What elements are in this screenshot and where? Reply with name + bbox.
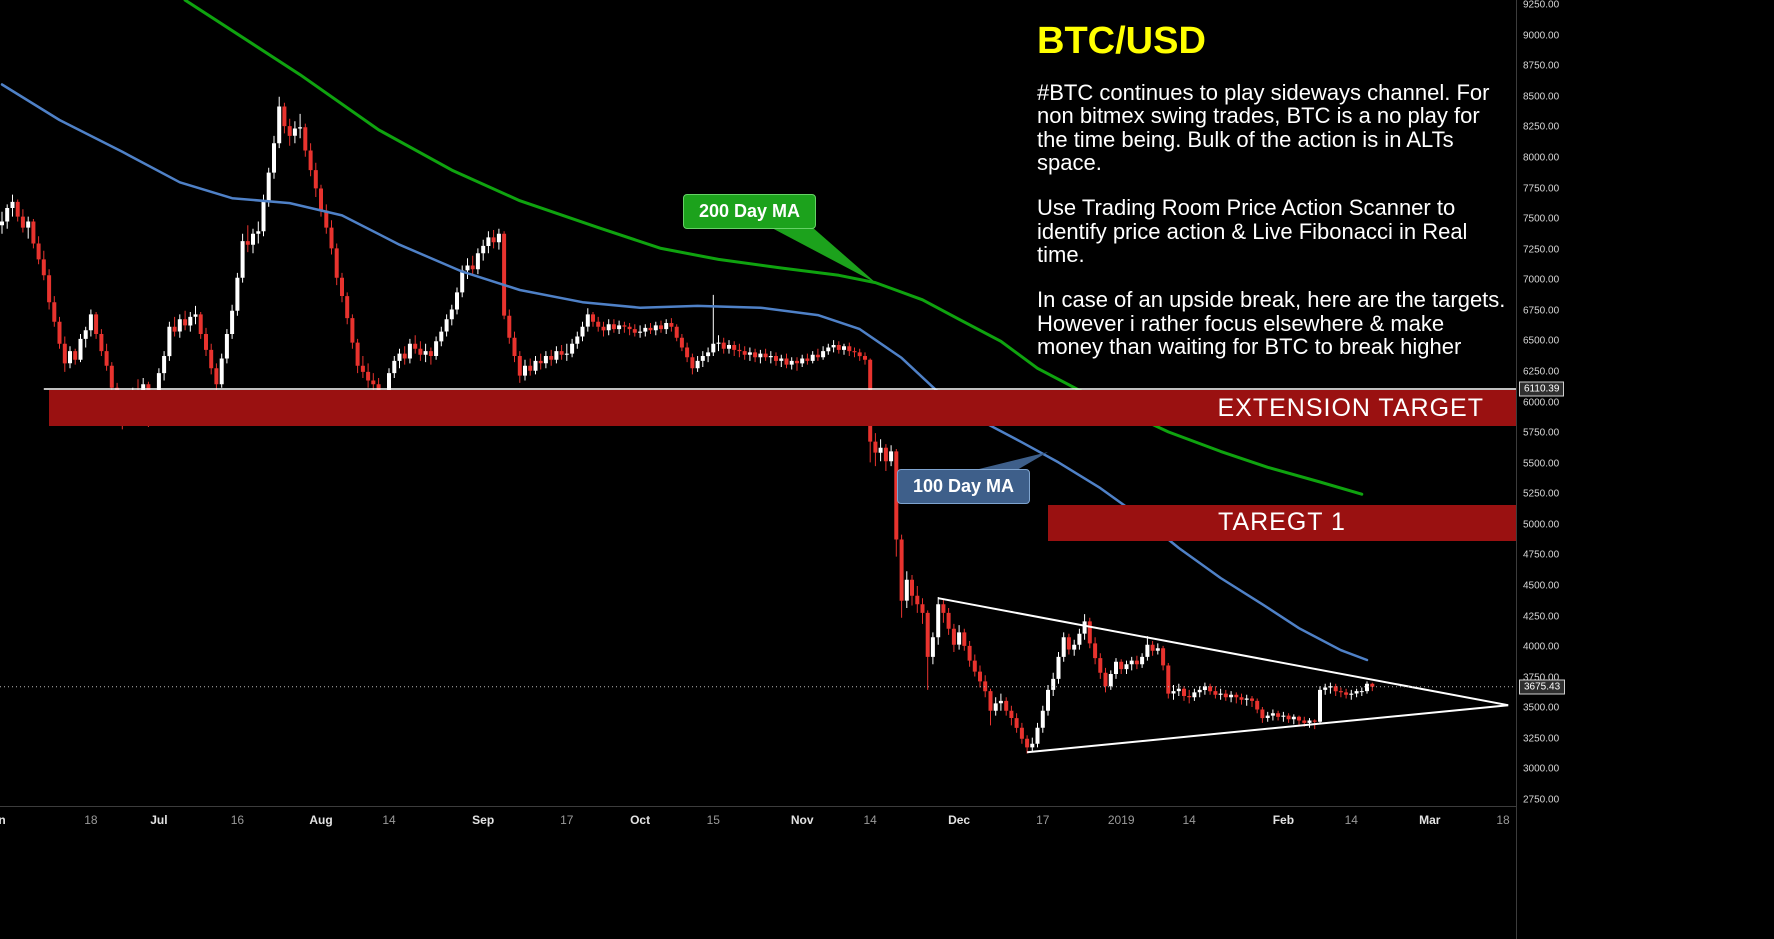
price-tick-label: 5250.00 <box>1523 488 1560 500</box>
time-tick-label: Feb <box>1272 813 1295 827</box>
price-tick-label: 6000.00 <box>1523 397 1560 408</box>
price-tick-label: 6750.00 <box>1523 305 1560 317</box>
price-tick-label: 4750.00 <box>1523 549 1560 561</box>
last-price-tag: 3675.43 <box>1519 679 1566 695</box>
time-tick-label: Sep <box>472 813 495 827</box>
price-tick-label: 9000.00 <box>1523 30 1560 42</box>
commentary-paragraph-2: Use Trading Room Price Action Scanner to… <box>1037 195 1468 267</box>
price-tick-label: 5500.00 <box>1523 458 1560 470</box>
time-tick-label: 14 <box>1182 813 1196 827</box>
price-tick-label: 6500.00 <box>1523 335 1560 347</box>
time-tick-label: 18 <box>84 813 98 827</box>
time-tick-label: n <box>0 813 6 827</box>
target1-label: TAREGT 1 <box>1218 508 1346 537</box>
price-tick-label: 3750.00 <box>1523 672 1560 684</box>
price-tick-label: 4250.00 <box>1523 611 1560 622</box>
price-tick-label: 3000.00 <box>1523 763 1560 775</box>
time-tick-label: 14 <box>863 813 877 827</box>
time-tick-label: Aug <box>309 813 333 827</box>
price-tick-label: 2750.00 <box>1523 794 1560 806</box>
commentary-paragraph-1: #BTC continues to play sideways channel.… <box>1037 80 1490 175</box>
time-tick-label: 15 <box>706 813 720 827</box>
time-tick-label: 18 <box>1496 813 1510 827</box>
time-tick-label: Nov <box>790 813 814 827</box>
price-tick-label: 5750.00 <box>1523 427 1560 439</box>
commentary-paragraph-3: In case of an upside break, here are the… <box>1037 287 1506 359</box>
price-axis[interactable]: 2750.00 3000.00 3250.00 3500.00 3750.00 4000.… <box>1516 0 1774 939</box>
time-tick-label: Dec <box>948 813 971 827</box>
ma200-callout[interactable]: 200 Day MA <box>683 194 817 229</box>
time-tick-label: 17 <box>1036 813 1050 827</box>
resistance-price-tag: 6110.39 <box>1519 381 1565 397</box>
price-tick-label: 8750.00 <box>1523 60 1560 72</box>
time-tick-label: 2019 <box>1107 813 1135 827</box>
commentary-annotation[interactable]: BTC/USD #BTC continues to play sideways … <box>1037 20 1507 380</box>
ma100-callout[interactable]: 100 Day MA <box>897 469 1031 504</box>
price-tick-label: 5000.00 <box>1523 519 1560 531</box>
price-tick-label: 8000.00 <box>1523 152 1560 164</box>
price-tick-label: 8500.00 <box>1523 91 1560 103</box>
time-tick-label: Oct <box>630 813 651 827</box>
price-tick-label: 4000.00 <box>1523 641 1560 653</box>
price-tick-label: 9250.00 <box>1523 0 1560 11</box>
extension-target-zone[interactable]: EXTENSION TARGET <box>49 390 1516 426</box>
price-tick-label: 7000.00 <box>1523 274 1560 286</box>
price-tick-label: 7500.00 <box>1523 213 1560 225</box>
symbol-title: BTC/USD <box>1037 20 1206 62</box>
extension-target-label: EXTENSION TARGET <box>1217 393 1484 422</box>
price-tick-label: 7750.00 <box>1523 183 1560 194</box>
price-tick-label: 7250.00 <box>1523 244 1560 256</box>
time-axis[interactable]: n 18 Jul 16 Aug 14 Sep 17 Oct 15 Nov 14 Dec 17 2019 14 F… <box>0 806 1516 837</box>
time-tick-label: 14 <box>382 813 396 827</box>
candlestick-chart[interactable] <box>0 0 1516 806</box>
time-tick-label: 16 <box>230 813 245 827</box>
target1-zone[interactable]: TAREGT 1 <box>1048 505 1516 541</box>
price-tick-label: 3500.00 <box>1523 702 1560 714</box>
time-tick-label: Jul <box>150 813 168 827</box>
time-tick-label: Mar <box>1419 813 1441 827</box>
time-tick-label: 14 <box>1344 813 1358 827</box>
price-tick-label: 6250.00 <box>1523 366 1560 378</box>
price-tick-label: 3250.00 <box>1523 733 1560 745</box>
time-tick-label: 17 <box>560 813 574 827</box>
price-tick-label: 8250.00 <box>1523 121 1560 133</box>
price-tick-label: 4500.00 <box>1523 580 1560 592</box>
